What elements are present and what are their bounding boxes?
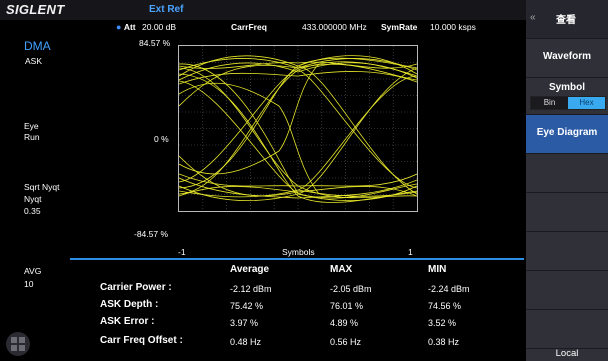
ask-depth-max: 76.01 % [330,301,364,311]
att-indicator[interactable]: ● Att 20.00 dB [116,22,176,32]
softkey-empty-2[interactable] [526,193,608,232]
siglent-logo: SIGLENT [6,2,65,17]
waveform-button-label: Waveform [543,51,591,62]
row-label-carrier-power: Carrier Power : [100,282,172,293]
eye-diagram-plot[interactable] [178,45,418,212]
eye-state: Run [24,132,40,142]
mode-label: DMA [24,39,51,53]
carr-freq-offset-avg: 0.48 Hz [230,337,262,347]
local-label[interactable]: Local [555,348,579,359]
symrate-label: SymRate [381,22,418,32]
y-axis-mid-label: 0 % [154,134,169,144]
results-divider [70,258,524,260]
col-header-average: Average [230,264,270,275]
eye-diagram-button-label: Eye Diagram [536,127,598,138]
att-label: Att [123,22,136,32]
filter-label: Sqrt Nyqt [24,182,60,192]
symrate-value: 10.000 ksps [430,22,476,32]
x-axis-right-label: 1 [408,247,413,257]
softkey-empty-5[interactable] [526,310,608,349]
modulation-label: ASK [25,56,43,66]
filter-alpha: 0.35 [24,206,41,216]
carrier-power-min: -2.24 dBm [428,284,470,294]
back-arrow-icon[interactable]: « [530,12,536,23]
top-status-bar: SIGLENT Ext Ref [0,0,526,20]
ask-depth-min: 74.56 % [428,301,462,311]
ask-error-avg: 3.97 % [230,318,259,328]
x-axis-title: Symbols [282,247,315,257]
ask-error-max: 4.89 % [330,318,359,328]
bin-option[interactable]: Bin [531,97,568,109]
softkey-empty-3[interactable] [526,232,608,271]
eye-diagram-svg [179,46,417,211]
x-axis-left-label: -1 [178,247,186,257]
y-axis-bottom-label: -84.57 % [134,229,169,239]
carr-freq-offset-min: 0.38 Hz [428,337,460,347]
att-value: 20.00 dB [142,22,177,32]
row-label-ask-depth: ASK Depth : [100,299,159,310]
carrier-power-avg: -2.12 dBm [230,284,272,294]
avg-value: 10 [24,279,34,289]
ask-error-min: 3.52 % [428,318,457,328]
carrier-power-max: -2.05 dBm [330,284,372,294]
bin-hex-toggle[interactable]: Bin Hex [530,96,606,110]
home-menu-button[interactable] [6,332,30,356]
ask-depth-avg: 75.42 % [230,301,264,311]
sidebar-title-bar[interactable]: « 查看 [526,0,608,39]
filter-type: Nyqt [24,194,42,204]
hex-option[interactable]: Hex [568,97,605,109]
softkey-sidebar: « 查看 Waveform Symbol Bin Hex Eye Diagram… [526,0,608,361]
carr-freq-offset-max: 0.56 Hz [330,337,362,347]
eye-label: Eye [24,121,39,131]
att-dot-icon: ● [116,22,122,32]
carrfreq-value: 433.000000 MHz [302,22,367,32]
ext-ref-indicator: Ext Ref [149,4,184,15]
col-header-max: MAX [330,264,353,275]
row-label-ask-error: ASK Error : [100,316,155,327]
eye-diagram-button[interactable]: Eye Diagram [526,115,608,154]
softkey-empty-1[interactable] [526,154,608,193]
waveform-button[interactable]: Waveform [526,39,608,78]
softkey-empty-4[interactable] [526,271,608,310]
eye-traces [179,55,417,203]
symbol-label: Symbol [548,82,586,93]
col-header-min: MIN [428,264,447,275]
sidebar-title: 查看 [556,15,576,26]
avg-label: AVG [24,266,42,276]
y-axis-top-label: 84.57 % [139,38,171,48]
carrfreq-label: CarrFreq [231,22,267,32]
row-label-carr-freq-offset: Carr Freq Offset : [100,335,183,346]
